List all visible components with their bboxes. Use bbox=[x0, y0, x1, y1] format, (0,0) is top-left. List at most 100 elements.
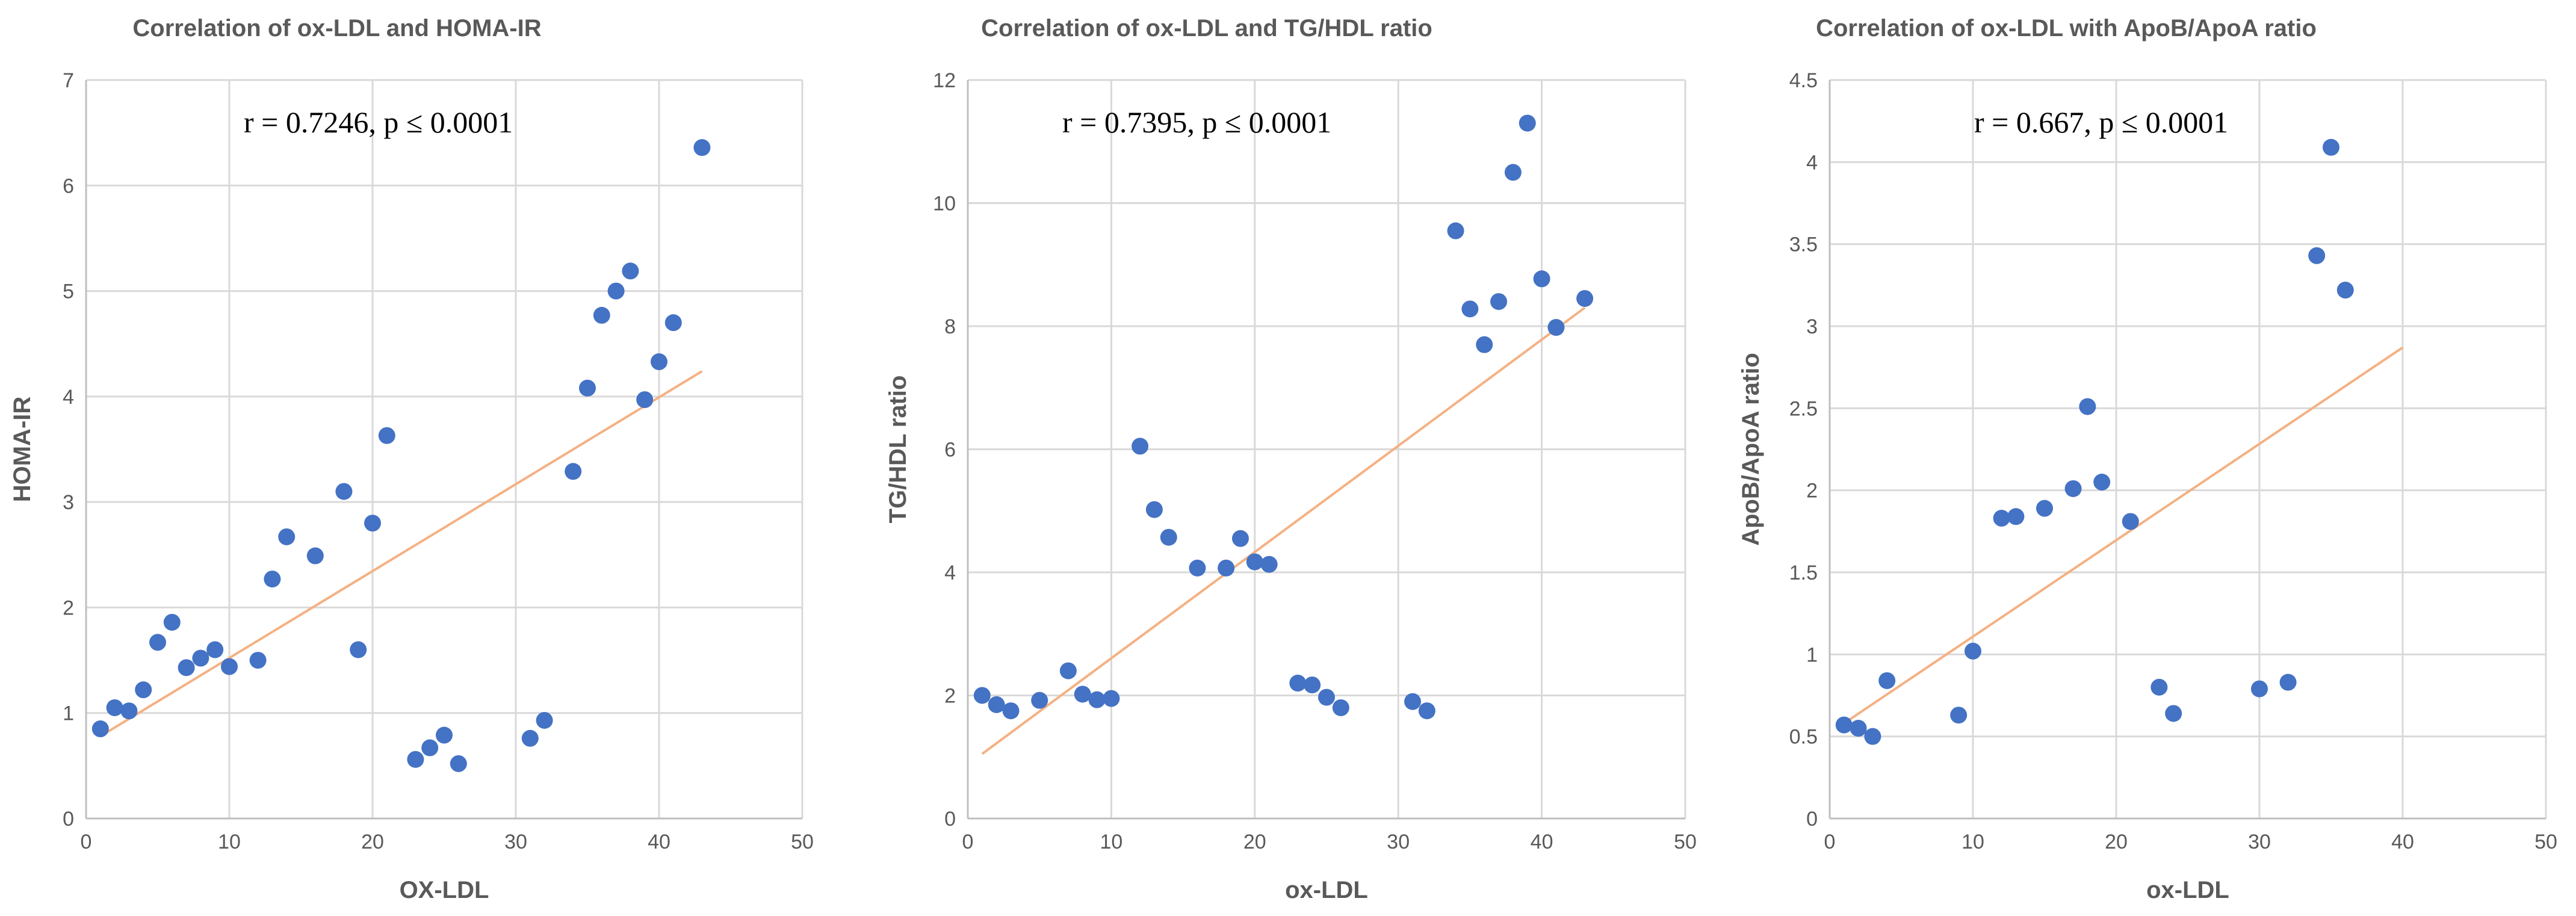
data-point bbox=[407, 750, 424, 768]
data-point bbox=[2279, 673, 2297, 691]
x-tick-label: 10 bbox=[218, 831, 241, 853]
data-point bbox=[2093, 474, 2111, 491]
correlation-annotation: r = 0.667, p ≤ 0.0001 bbox=[1974, 105, 2228, 139]
x-axis-title: ox-LDL bbox=[2146, 877, 2229, 903]
correlation-annotation: r = 0.7246, p ≤ 0.0001 bbox=[244, 105, 513, 139]
y-tick-label: 6 bbox=[944, 439, 956, 462]
data-point bbox=[149, 634, 166, 651]
y-tick-label: 1.5 bbox=[1789, 562, 1818, 584]
correlation-annotation: r = 0.7395, p ≤ 0.0001 bbox=[1062, 105, 1331, 139]
y-tick-label: 10 bbox=[933, 193, 956, 215]
chart-title: Correlation of ox-LDL with ApoB/ApoA rat… bbox=[1816, 15, 2317, 42]
data-point bbox=[278, 528, 296, 545]
y-tick-label: 8 bbox=[944, 315, 956, 338]
data-point bbox=[1447, 222, 1464, 240]
x-tick-label: 40 bbox=[648, 831, 670, 853]
chart-panel-2: 0 2 4 6 8 10 12 0 10 20 30 40 50 Correlation of ox-LD… bbox=[885, 15, 1697, 903]
data-point bbox=[579, 379, 596, 397]
data-point bbox=[1132, 438, 1149, 455]
data-point bbox=[1490, 293, 1508, 311]
data-point bbox=[221, 658, 238, 675]
data-point bbox=[306, 547, 324, 565]
data-point bbox=[2323, 138, 2339, 156]
y-tick-label: 4 bbox=[63, 386, 74, 409]
data-point bbox=[636, 391, 654, 409]
x-tick-label: 50 bbox=[1674, 831, 1697, 853]
x-tick-label: 50 bbox=[2534, 831, 2557, 853]
data-point bbox=[1160, 528, 1177, 546]
data-point bbox=[106, 699, 123, 716]
data-point bbox=[120, 702, 138, 720]
chart-title: Correlation of ox-LDL and TG/HDL ratio bbox=[981, 15, 1432, 42]
data-point bbox=[178, 659, 195, 676]
x-tick-label: 30 bbox=[2248, 831, 2271, 853]
data-point bbox=[264, 571, 281, 588]
x-tick-label: 20 bbox=[361, 831, 384, 853]
x-tick-label: 0 bbox=[1824, 831, 1836, 853]
data-point bbox=[1950, 707, 1968, 724]
y-tick-label: 0 bbox=[1806, 808, 1818, 831]
y-tick-label: 7 bbox=[63, 69, 74, 92]
data-point bbox=[1088, 691, 1106, 708]
data-point bbox=[565, 463, 582, 480]
x-tick-label: 10 bbox=[1961, 831, 1984, 853]
data-point bbox=[1260, 555, 1278, 573]
data-point bbox=[192, 649, 209, 667]
data-point bbox=[973, 687, 991, 704]
data-point bbox=[536, 711, 553, 729]
data-point bbox=[249, 652, 267, 669]
data-point bbox=[664, 314, 682, 332]
y-tick-label: 12 bbox=[933, 69, 956, 92]
data-point bbox=[2336, 282, 2354, 299]
trendline bbox=[99, 370, 703, 737]
data-point bbox=[1059, 662, 1077, 679]
y-tick-label: 5 bbox=[63, 280, 74, 303]
data-point bbox=[364, 515, 381, 532]
data-point bbox=[1002, 702, 1020, 720]
data-point bbox=[1404, 693, 1422, 710]
data-point bbox=[2036, 500, 2053, 517]
data-point bbox=[2079, 398, 2096, 415]
data-point bbox=[1246, 553, 1263, 571]
chart-panel-3: 0 0.5 1 1.5 2 2.5 3 3.5 4 4.5 0 10 20 30 40 50 Correlati… bbox=[1738, 15, 2557, 903]
y-tick-label: 1 bbox=[63, 702, 74, 725]
data-point bbox=[1231, 530, 1249, 547]
data-point bbox=[1519, 114, 1536, 132]
data-point bbox=[1461, 300, 1479, 318]
y-axis-title: ApoB/ApoA ratio bbox=[1738, 353, 1764, 546]
data-point bbox=[350, 641, 367, 658]
data-point bbox=[1864, 728, 1881, 745]
trendline bbox=[981, 306, 1586, 755]
y-tick-label: 3 bbox=[63, 491, 74, 514]
y-tick-label: 2 bbox=[63, 596, 74, 619]
data-point bbox=[1332, 699, 1349, 716]
y-axis-title: TG/HDL ratio bbox=[885, 376, 911, 524]
x-tick-label: 0 bbox=[81, 831, 92, 853]
y-tick-label: 2.5 bbox=[1789, 397, 1818, 420]
data-point bbox=[206, 641, 224, 658]
data-point bbox=[91, 720, 109, 738]
trendline bbox=[1843, 346, 2404, 725]
data-point bbox=[1576, 289, 1594, 307]
data-point bbox=[1533, 270, 1550, 288]
data-point bbox=[378, 427, 395, 444]
data-point bbox=[1218, 559, 1235, 577]
data-point bbox=[1289, 675, 1307, 692]
data-point bbox=[1850, 720, 1867, 737]
data-point bbox=[2150, 678, 2168, 696]
x-tick-label: 0 bbox=[962, 831, 974, 853]
data-point bbox=[436, 726, 453, 744]
data-point bbox=[2251, 680, 2268, 698]
x-tick-label: 10 bbox=[1100, 831, 1122, 853]
data-point bbox=[1318, 689, 1335, 706]
data-point bbox=[1418, 702, 1435, 720]
data-point bbox=[988, 696, 1005, 713]
data-point bbox=[1476, 336, 1493, 353]
y-tick-label: 0 bbox=[944, 808, 956, 831]
data-point bbox=[2122, 513, 2139, 530]
x-tick-label: 30 bbox=[504, 831, 527, 853]
x-axis-title: OX-LDL bbox=[400, 877, 489, 903]
x-tick-label: 30 bbox=[1387, 831, 1410, 853]
data-point bbox=[693, 139, 711, 156]
